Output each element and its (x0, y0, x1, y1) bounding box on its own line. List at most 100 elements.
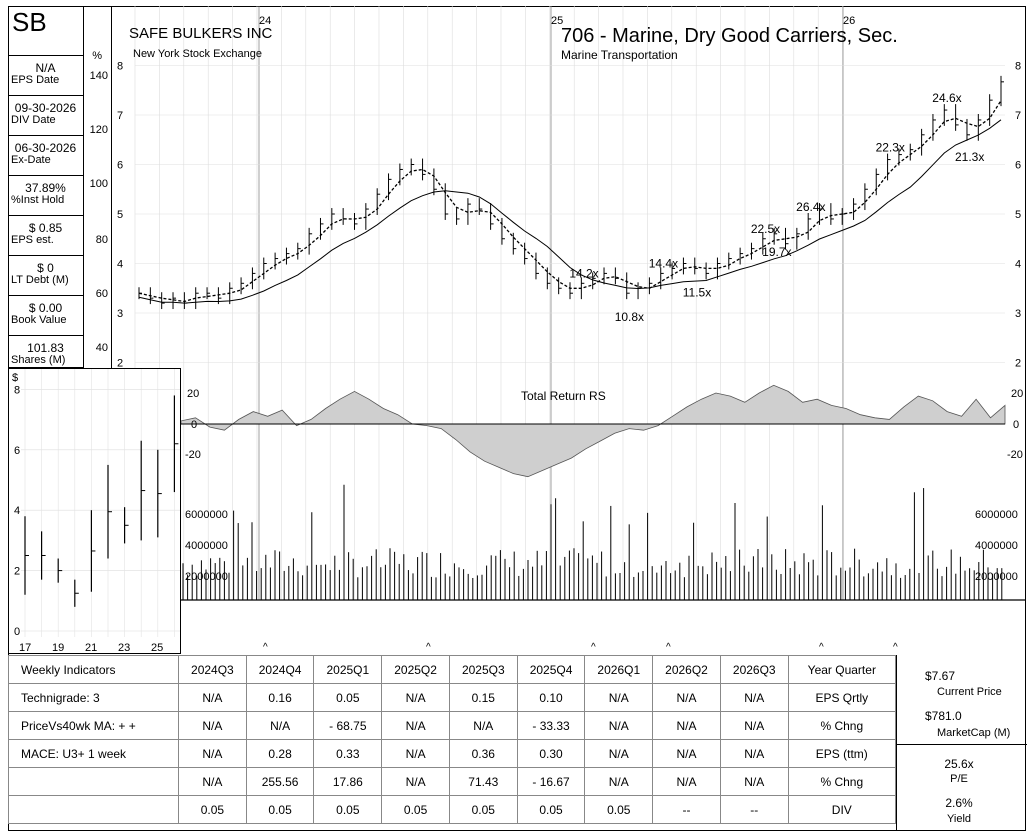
table-cell: N/A (584, 711, 654, 740)
table-cell: 0.33 (313, 739, 383, 768)
table-row: Technigrade: 3 N/A 0.16 0.05 N/A 0.15 0.10 N/A N… (8, 683, 897, 712)
table-header-cell: Weekly Indicators (8, 655, 179, 684)
info-cell: 101.83 Shares (M) (8, 336, 83, 368)
rs-tick-right: -20 (1007, 449, 1023, 461)
info-cell: $ 0 LT Debt (M) (8, 256, 83, 296)
info-label: EPS est. (11, 234, 54, 246)
table-cell: N/A (719, 739, 789, 768)
price-tick: 7 (117, 110, 123, 122)
table-cell: N/A (652, 739, 721, 768)
table-cell: 0.15 (448, 683, 518, 712)
table-cell: N/A (178, 739, 247, 768)
company-name: SAFE BULKERS INC (129, 25, 273, 42)
info-label: LT Debt (M) (11, 274, 69, 286)
table-cell: 0.05 (584, 795, 654, 824)
pe-label: 11.5x (683, 285, 711, 299)
table-cell: 0.05 (178, 795, 247, 824)
percent-tick: 120 (89, 124, 108, 136)
price-tick: 5 (117, 209, 123, 221)
table-cell: 17.86 (313, 767, 383, 796)
mini-y-tick: 8 (14, 384, 20, 396)
relative-strength-area (180, 384, 1006, 478)
percent-tick: 140 (89, 70, 108, 82)
quarterly-range-svg: $ 0 2 4 6 8 17 19 21 23 25 (12, 369, 180, 654)
volume-tick: 2000000 (185, 571, 228, 583)
info-cell: $ 0.00 Book Value (8, 296, 83, 336)
table-cell: N/A (245, 711, 315, 740)
row-metric: % Chng (787, 711, 897, 740)
info-label: %Inst Hold (11, 194, 65, 206)
row-metric: % Chng (787, 767, 897, 796)
volume-tick-right: 6000000 (975, 509, 1018, 521)
chart-gridlines (134, 6, 844, 600)
price-tick-right: 7 (1015, 110, 1021, 122)
volume-tick: 6000000 (185, 509, 228, 521)
table-cell: 0.05 (313, 683, 383, 712)
current-price-label: Current Price (937, 686, 1002, 698)
price-tick-right: 2 (1015, 358, 1021, 370)
table-header-cell: 2024Q3 (178, 655, 247, 684)
table-cell: -- (719, 795, 789, 824)
mini-y-tick: 2 (14, 566, 20, 578)
table-cell: N/A (178, 711, 247, 740)
percent-tick: 60 (95, 288, 108, 300)
info-label: Shares (M) (11, 354, 66, 366)
ticker-symbol: SB (12, 7, 47, 37)
ma40-line (138, 119, 1002, 304)
table-header-cell: 2025Q1 (313, 655, 383, 684)
ma10-line (138, 100, 1002, 303)
table-cell: N/A (584, 767, 654, 796)
rs-tick-right: 0 (1013, 419, 1019, 431)
info-label: Ex-Date (11, 154, 51, 166)
earnings-caret: ^ (666, 642, 671, 653)
table-cell: 0.10 (516, 683, 586, 712)
rs-tick: -20 (185, 449, 201, 461)
row-label (8, 767, 179, 796)
industry-title: 706 - Marine, Dry Good Carriers, Sec. (561, 25, 898, 47)
table-cell: 0.36 (448, 739, 518, 768)
pe-label: 14.4x (649, 256, 678, 270)
table-cell: 0.05 (313, 795, 383, 824)
table-cell: N/A (584, 683, 654, 712)
earnings-caret: ^ (591, 642, 596, 653)
price-tick: 3 (117, 308, 123, 320)
table-cell: N/A (652, 711, 721, 740)
table-cell: 255.56 (245, 767, 315, 796)
earnings-markers: ^ ^ ^ ^ ^ ^ (263, 642, 898, 653)
percent-tick: 40 (95, 342, 108, 354)
price-tick: 6 (117, 160, 123, 172)
table-header-cell: 2026Q2 (652, 655, 721, 684)
table-cell: N/A (381, 711, 450, 740)
info-value: 06-30-2026 (14, 141, 77, 155)
table-cell: N/A (719, 683, 789, 712)
percent-axis: % 140 120 100 80 60 40 (83, 6, 112, 368)
table-cell: N/A (719, 767, 789, 796)
pe-label: 24.6x (932, 91, 961, 105)
price-tick-right: 4 (1015, 259, 1021, 271)
pe-label: 19.7x (762, 245, 791, 259)
table-cell: 0.16 (245, 683, 315, 712)
pe-label: 21.3x (955, 150, 984, 164)
mini-y-tick: 6 (14, 445, 20, 457)
info-value: 101.83 (27, 341, 64, 355)
volume-tick-right: 2000000 (975, 571, 1018, 583)
pe-ratio: 25.6x (944, 757, 974, 771)
volume-tick-right: 4000000 (975, 540, 1018, 552)
table-cell: 71.43 (448, 767, 518, 796)
percent-tick: 100 (89, 178, 108, 190)
table-row: PriceVs40wk MA: + + N/A N/A - 68.75 N/A N/A - … (8, 711, 897, 740)
table-cell: 0.05 (448, 795, 518, 824)
table-header-cell: Year Quarter (787, 655, 897, 684)
price-tick-right: 8 (1015, 61, 1021, 73)
quarterly-range-chart: $ 0 2 4 6 8 17 19 21 23 25 (8, 368, 181, 654)
table-cell: 0.05 (516, 795, 586, 824)
dividend-yield: 2.6% (945, 796, 973, 810)
mini-x-label: 17 (19, 642, 31, 653)
price-tick-right: 3 (1015, 308, 1021, 320)
sector-name: Marine Transportation (561, 48, 678, 62)
pe-labels: 14.2x 10.8x 14.4x 11.5x 22.5x 19.7x 26.4x 22.3x… (569, 91, 984, 324)
row-metric: DIV (787, 795, 897, 824)
row-label: Technigrade: 3 (8, 683, 179, 712)
price-tick-right: 6 (1015, 160, 1021, 172)
price-tick: 8 (117, 61, 123, 73)
